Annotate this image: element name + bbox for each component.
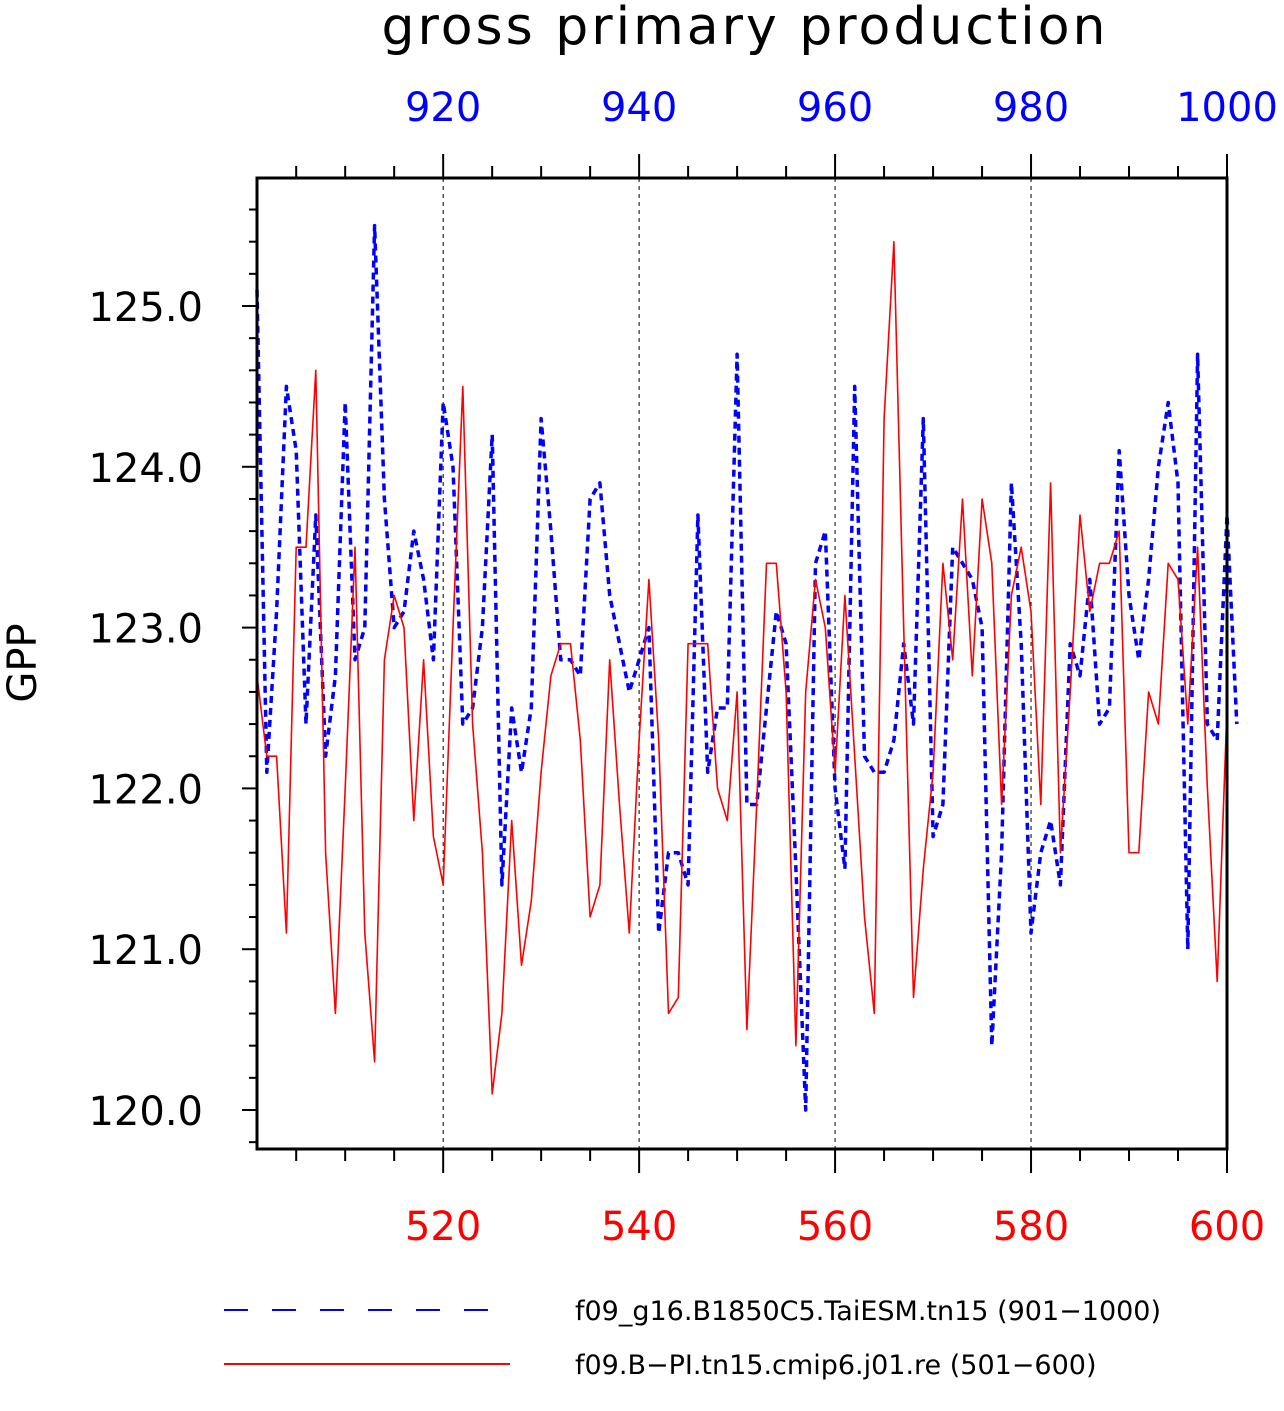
xt-tick-label-980: 980 [993,85,1069,131]
y-tick-label-125.0: 125.0 [88,285,203,331]
xb-tick-label-520: 520 [405,1204,481,1250]
y-tick-label-124.0: 124.0 [88,446,203,492]
xb-tick-label-580: 580 [993,1204,1069,1250]
y-axis-label: GPP [0,623,46,702]
xb-tick-label-600: 600 [1189,1204,1265,1250]
chart-title: gross primary production [381,0,1108,57]
grid-lines [442,178,1032,1149]
y-tick-label-123.0: 123.0 [88,607,203,653]
legend: f09_g16.B1850C5.TaiESM.tn15 (901−1000) f… [224,1296,1161,1381]
series-layer [255,223,1239,1112]
y-tick-label-120.0: 120.0 [88,1089,203,1135]
y-tick-label-122.0: 122.0 [88,767,203,813]
plot-frame [255,176,1229,1151]
axis-ticks: 120.0 121.0 122.0 123.0 124.0 125.0 520 540 560 5… [88,85,1277,1250]
xb-tick-label-560: 560 [797,1204,873,1250]
legend-label-blue: f09_g16.B1850C5.TaiESM.tn15 (901−1000) [575,1296,1161,1327]
xt-tick-label-960: 960 [797,85,873,131]
series-line-red-solid [256,240,1228,1095]
xt-tick-label-1000: 1000 [1176,85,1278,131]
xt-tick-label-940: 940 [601,85,677,131]
xt-tick-label-920: 920 [405,85,481,131]
xb-tick-label-540: 540 [601,1204,677,1250]
series-line-blue-dashed [255,223,1239,1112]
legend-label-red: f09.B−PI.tn15.cmip6.j01.re (501−600) [575,1350,1097,1381]
y-tick-label-121.0: 121.0 [88,928,203,974]
